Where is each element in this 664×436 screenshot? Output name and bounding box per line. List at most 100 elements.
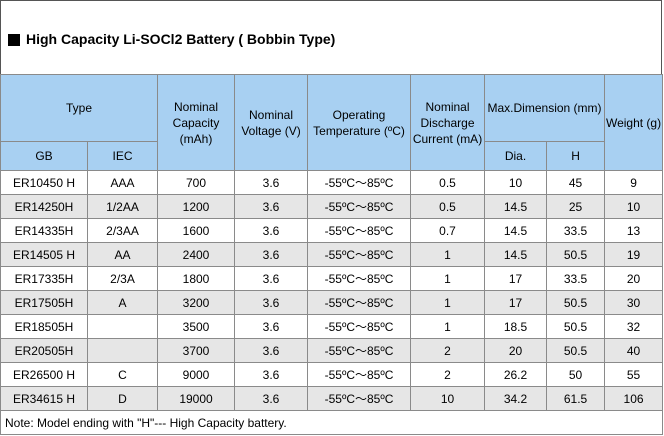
cell-dia: 14.5 [484, 242, 548, 267]
cell-voltage: 3.6 [234, 266, 309, 291]
table-row: ER20505H 3700 3.6 -55ºC～85ºC 2 20 50.5 4… [0, 338, 664, 363]
table-row: ER14505 H AA 2400 3.6 -55ºC～85ºC 1 14.5 … [0, 242, 664, 267]
cell-capacity: 3700 [157, 338, 236, 363]
cell-temperature: -55ºC～85ºC [307, 242, 412, 267]
cell-dia: 18.5 [484, 314, 548, 339]
cell-current: 1 [410, 314, 486, 339]
cell-gb: ER26500 H [0, 362, 88, 387]
cell-dia: 34.2 [484, 386, 548, 411]
cell-iec: A [86, 290, 159, 315]
cell-weight: 106 [604, 386, 664, 411]
cell-weight: 9 [604, 170, 664, 195]
cell-dia: 20 [484, 338, 548, 363]
cell-h: 45 [546, 170, 606, 195]
cell-h: 61.5 [546, 386, 606, 411]
header-discharge-current: Nominal Discharge Current (mA) [410, 74, 486, 171]
table-row: ER17335H 2/3A 1800 3.6 -55ºC～85ºC 1 17 3… [0, 266, 664, 291]
header-h: H [546, 141, 606, 171]
cell-voltage: 3.6 [234, 242, 309, 267]
cell-current: 1 [410, 290, 486, 315]
square-bullet-icon [8, 34, 20, 46]
table-row: ER14335H 2/3AA 1600 3.6 -55ºC～85ºC 0.7 1… [0, 218, 664, 243]
header-gb: GB [0, 141, 88, 171]
table-note: Note: Model ending with "H"--- High Capa… [0, 410, 664, 435]
cell-h: 50.5 [546, 290, 606, 315]
cell-current: 0.5 [410, 194, 486, 219]
cell-weight: 10 [604, 194, 664, 219]
cell-voltage: 3.6 [234, 218, 309, 243]
cell-capacity: 3200 [157, 290, 236, 315]
cell-iec: C [86, 362, 159, 387]
cell-capacity: 1800 [157, 266, 236, 291]
cell-capacity: 19000 [157, 386, 236, 411]
cell-weight: 20 [604, 266, 664, 291]
cell-voltage: 3.6 [234, 386, 309, 411]
table-row: ER14250H 1/2AA 1200 3.6 -55ºC～85ºC 0.5 1… [0, 194, 664, 219]
header-weight: Weight (g) [604, 74, 664, 171]
header-voltage: Nominal Voltage (V) [234, 74, 309, 171]
cell-capacity: 700 [157, 170, 236, 195]
cell-h: 33.5 [546, 266, 606, 291]
cell-temperature: -55ºC～85ºC [307, 218, 412, 243]
cell-dia: 14.5 [484, 218, 548, 243]
cell-current: 0.7 [410, 218, 486, 243]
cell-iec: 1/2AA [86, 194, 159, 219]
header-temperature: Operating Temperature (ºC) [307, 74, 412, 171]
cell-voltage: 3.6 [234, 338, 309, 363]
cell-voltage: 3.6 [234, 170, 309, 195]
table-row: ER10450 H AAA 700 3.6 -55ºC～85ºC 0.5 10 … [0, 170, 664, 195]
cell-current: 2 [410, 362, 486, 387]
cell-voltage: 3.6 [234, 290, 309, 315]
cell-h: 33.5 [546, 218, 606, 243]
title-bar: High Capacity Li-SOCl2 Battery ( Bobbin … [0, 0, 662, 74]
cell-capacity: 9000 [157, 362, 236, 387]
cell-h: 25 [546, 194, 606, 219]
header-capacity: Nominal Capacity (mAh) [157, 74, 236, 171]
cell-current: 1 [410, 242, 486, 267]
page-title: High Capacity Li-SOCl2 Battery ( Bobbin … [26, 31, 336, 47]
cell-gb: ER17505H [0, 290, 88, 315]
cell-gb: ER18505H [0, 314, 88, 339]
header-max-dimension: Max.Dimension (mm) [484, 74, 606, 142]
cell-iec: 2/3A [86, 266, 159, 291]
cell-weight: 13 [604, 218, 664, 243]
header-dia: Dia. [484, 141, 548, 171]
cell-temperature: -55ºC～85ºC [307, 362, 412, 387]
cell-temperature: -55ºC～85ºC [307, 290, 412, 315]
header-iec: IEC [86, 141, 159, 171]
cell-capacity: 1600 [157, 218, 236, 243]
cell-weight: 30 [604, 290, 664, 315]
cell-iec: 2/3AA [86, 218, 159, 243]
table-row: ER18505H 3500 3.6 -55ºC～85ºC 1 18.5 50.5… [0, 314, 664, 339]
spec-table: Type Nominal Capacity (mAh) Nominal Volt… [0, 74, 664, 435]
cell-temperature: -55ºC～85ºC [307, 314, 412, 339]
cell-weight: 40 [604, 338, 664, 363]
cell-voltage: 3.6 [234, 362, 309, 387]
table-row: ER17505H A 3200 3.6 -55ºC～85ºC 1 17 50.5… [0, 290, 664, 315]
cell-h: 50 [546, 362, 606, 387]
cell-gb: ER14505 H [0, 242, 88, 267]
cell-weight: 55 [604, 362, 664, 387]
cell-current: 10 [410, 386, 486, 411]
table-row: ER34615 H D 19000 3.6 -55ºC～85ºC 10 34.2… [0, 386, 664, 411]
cell-capacity: 2400 [157, 242, 236, 267]
cell-gb: ER34615 H [0, 386, 88, 411]
table-row: ER26500 H C 9000 3.6 -55ºC～85ºC 2 26.2 5… [0, 362, 664, 387]
cell-dia: 14.5 [484, 194, 548, 219]
cell-weight: 32 [604, 314, 664, 339]
cell-dia: 17 [484, 266, 548, 291]
cell-gb: ER10450 H [0, 170, 88, 195]
cell-current: 0.5 [410, 170, 486, 195]
cell-h: 50.5 [546, 242, 606, 267]
cell-temperature: -55ºC～85ºC [307, 170, 412, 195]
cell-dia: 26.2 [484, 362, 548, 387]
cell-capacity: 1200 [157, 194, 236, 219]
cell-gb: ER20505H [0, 338, 88, 363]
cell-h: 50.5 [546, 314, 606, 339]
cell-current: 2 [410, 338, 486, 363]
cell-voltage: 3.6 [234, 194, 309, 219]
cell-weight: 19 [604, 242, 664, 267]
cell-temperature: -55ºC～85ºC [307, 266, 412, 291]
cell-temperature: -55ºC～85ºC [307, 194, 412, 219]
cell-iec [86, 314, 159, 339]
